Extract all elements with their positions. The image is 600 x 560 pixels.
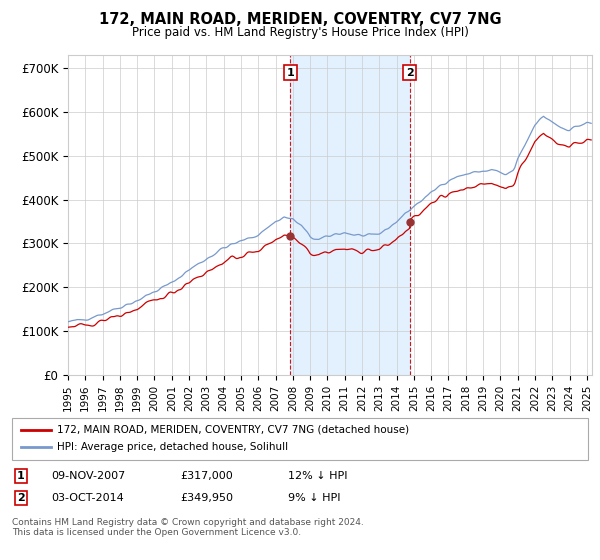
Bar	[290, 55, 410, 375]
Text: 2: 2	[17, 493, 25, 503]
Text: 1: 1	[287, 68, 294, 77]
Text: Contains HM Land Registry data © Crown copyright and database right 2024.
This d: Contains HM Land Registry data © Crown c…	[12, 518, 364, 538]
Text: 172, MAIN ROAD, MERIDEN, COVENTRY, CV7 7NG: 172, MAIN ROAD, MERIDEN, COVENTRY, CV7 7…	[98, 12, 502, 27]
Text: £317,000: £317,000	[180, 471, 233, 481]
Text: HPI: Average price, detached house, Solihull: HPI: Average price, detached house, Soli…	[57, 442, 288, 452]
Text: Price paid vs. HM Land Registry's House Price Index (HPI): Price paid vs. HM Land Registry's House …	[131, 26, 469, 39]
Text: 1: 1	[17, 471, 25, 481]
Text: 172, MAIN ROAD, MERIDEN, COVENTRY, CV7 7NG (detached house): 172, MAIN ROAD, MERIDEN, COVENTRY, CV7 7…	[57, 425, 409, 435]
Text: 2: 2	[406, 68, 413, 77]
Text: 12% ↓ HPI: 12% ↓ HPI	[288, 471, 347, 481]
Text: 9% ↓ HPI: 9% ↓ HPI	[288, 493, 341, 503]
Text: 09-NOV-2007: 09-NOV-2007	[51, 471, 125, 481]
Text: £349,950: £349,950	[180, 493, 233, 503]
Text: 03-OCT-2014: 03-OCT-2014	[51, 493, 124, 503]
